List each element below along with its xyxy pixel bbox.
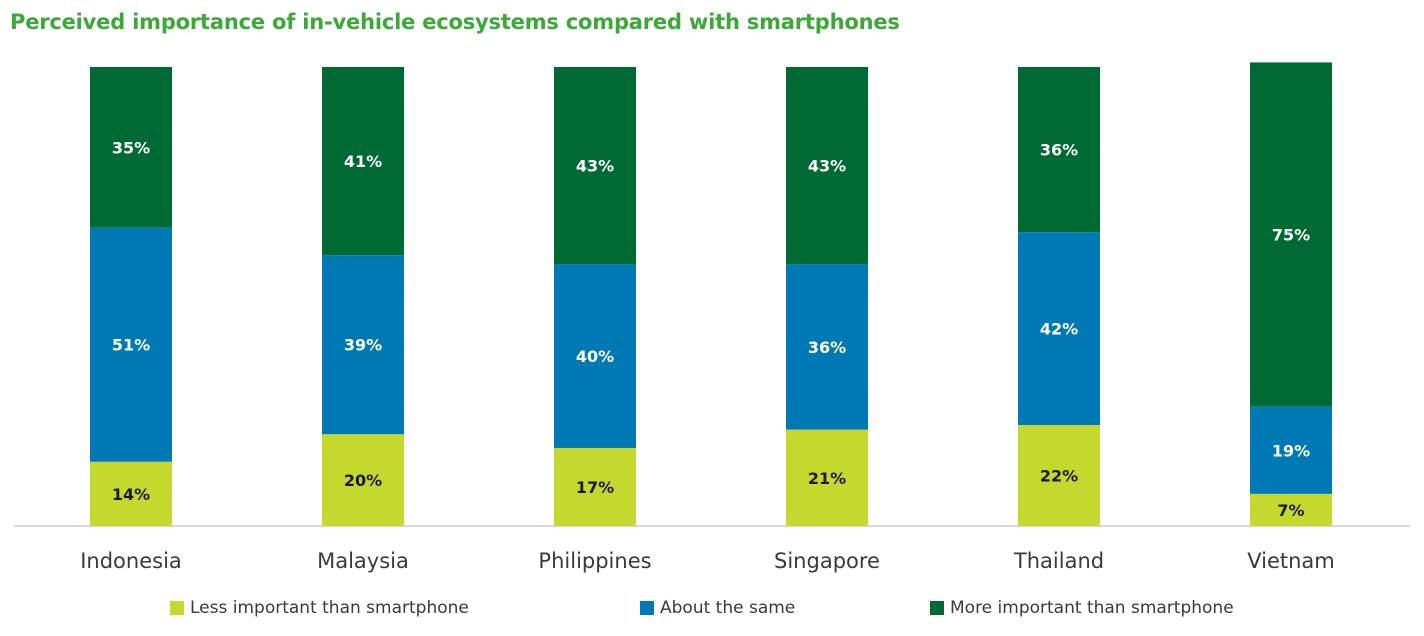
bar-more-indonesia (90, 67, 172, 228)
data-label-less-philippines: 17% (576, 478, 614, 497)
data-label-more-vietnam: 75% (1272, 226, 1310, 245)
x-tick-label-philippines: Philippines (538, 549, 651, 573)
data-label-more-singapore: 43% (808, 157, 846, 176)
legend: Less important than smartphone About the… (0, 598, 1424, 624)
bar-same-thailand (1018, 232, 1100, 426)
bar-more-thailand (1018, 67, 1100, 233)
data-label-same-malaysia: 39% (344, 336, 382, 355)
data-label-less-malaysia: 20% (344, 471, 382, 490)
bar-less-vietnam (1250, 493, 1332, 526)
data-label-less-singapore: 21% (808, 469, 846, 488)
legend-label-more: More important than smartphone (950, 598, 1234, 618)
bar-same-philippines (554, 264, 636, 448)
legend-swatch-more (930, 601, 944, 615)
legend-item-more: More important than smartphone (930, 598, 1234, 618)
legend-item-less: Less important than smartphone (170, 598, 469, 618)
data-label-same-vietnam: 19% (1272, 441, 1310, 460)
x-tick-label-malaysia: Malaysia (317, 549, 409, 573)
x-tick-label-singapore: Singapore (774, 549, 880, 573)
stacked-bar-chart: 14% 51% 35% 20% 39% 41% 17% 40% 43% 21% 36% 43% 22% 4… (14, 62, 1410, 573)
bar-more-vietnam (1250, 62, 1332, 407)
data-label-same-indonesia: 51% (112, 336, 150, 355)
bar-same-singapore (786, 264, 868, 430)
legend-item-same: About the same (640, 598, 795, 618)
chart-title: Perceived importance of in-vehicle ecosy… (10, 10, 900, 34)
bar-same-malaysia (322, 255, 404, 435)
data-label-less-thailand: 22% (1040, 467, 1078, 486)
data-label-more-indonesia: 35% (112, 138, 150, 157)
data-label-more-malaysia: 41% (344, 152, 382, 171)
data-label-more-thailand: 36% (1040, 141, 1078, 160)
x-tick-labels: Indonesia Malaysia Philippines Singapore Tha… (80, 549, 1335, 573)
x-tick-label-indonesia: Indonesia (80, 549, 182, 573)
x-tick-label-vietnam: Vietnam (1247, 549, 1335, 573)
legend-label-less: Less important than smartphone (190, 598, 469, 618)
data-label-same-thailand: 42% (1040, 320, 1078, 339)
bar-more-malaysia (322, 67, 404, 256)
bar-more-philippines (554, 67, 636, 265)
data-label-less-indonesia: 14% (112, 485, 150, 504)
bar-less-indonesia (90, 461, 172, 526)
bar-more-singapore (786, 67, 868, 265)
bar-same-indonesia (90, 227, 172, 462)
bar-less-philippines (554, 447, 636, 526)
legend-swatch-same (640, 601, 654, 615)
bar-less-malaysia (322, 434, 404, 526)
data-label-less-vietnam: 7% (1277, 501, 1304, 520)
bar-less-thailand (1018, 425, 1100, 526)
data-label-more-philippines: 43% (576, 157, 614, 176)
bar-less-singapore (786, 429, 868, 526)
data-label-same-philippines: 40% (576, 347, 614, 366)
legend-swatch-less (170, 601, 184, 615)
bars-group: 14% 51% 35% 20% 39% 41% 17% 40% 43% 21% 36% 43% 22% 4… (90, 62, 1332, 526)
bar-same-vietnam (1250, 406, 1332, 494)
x-tick-label-thailand: Thailand (1013, 549, 1104, 573)
legend-label-same: About the same (660, 598, 796, 618)
data-label-same-singapore: 36% (808, 338, 846, 357)
